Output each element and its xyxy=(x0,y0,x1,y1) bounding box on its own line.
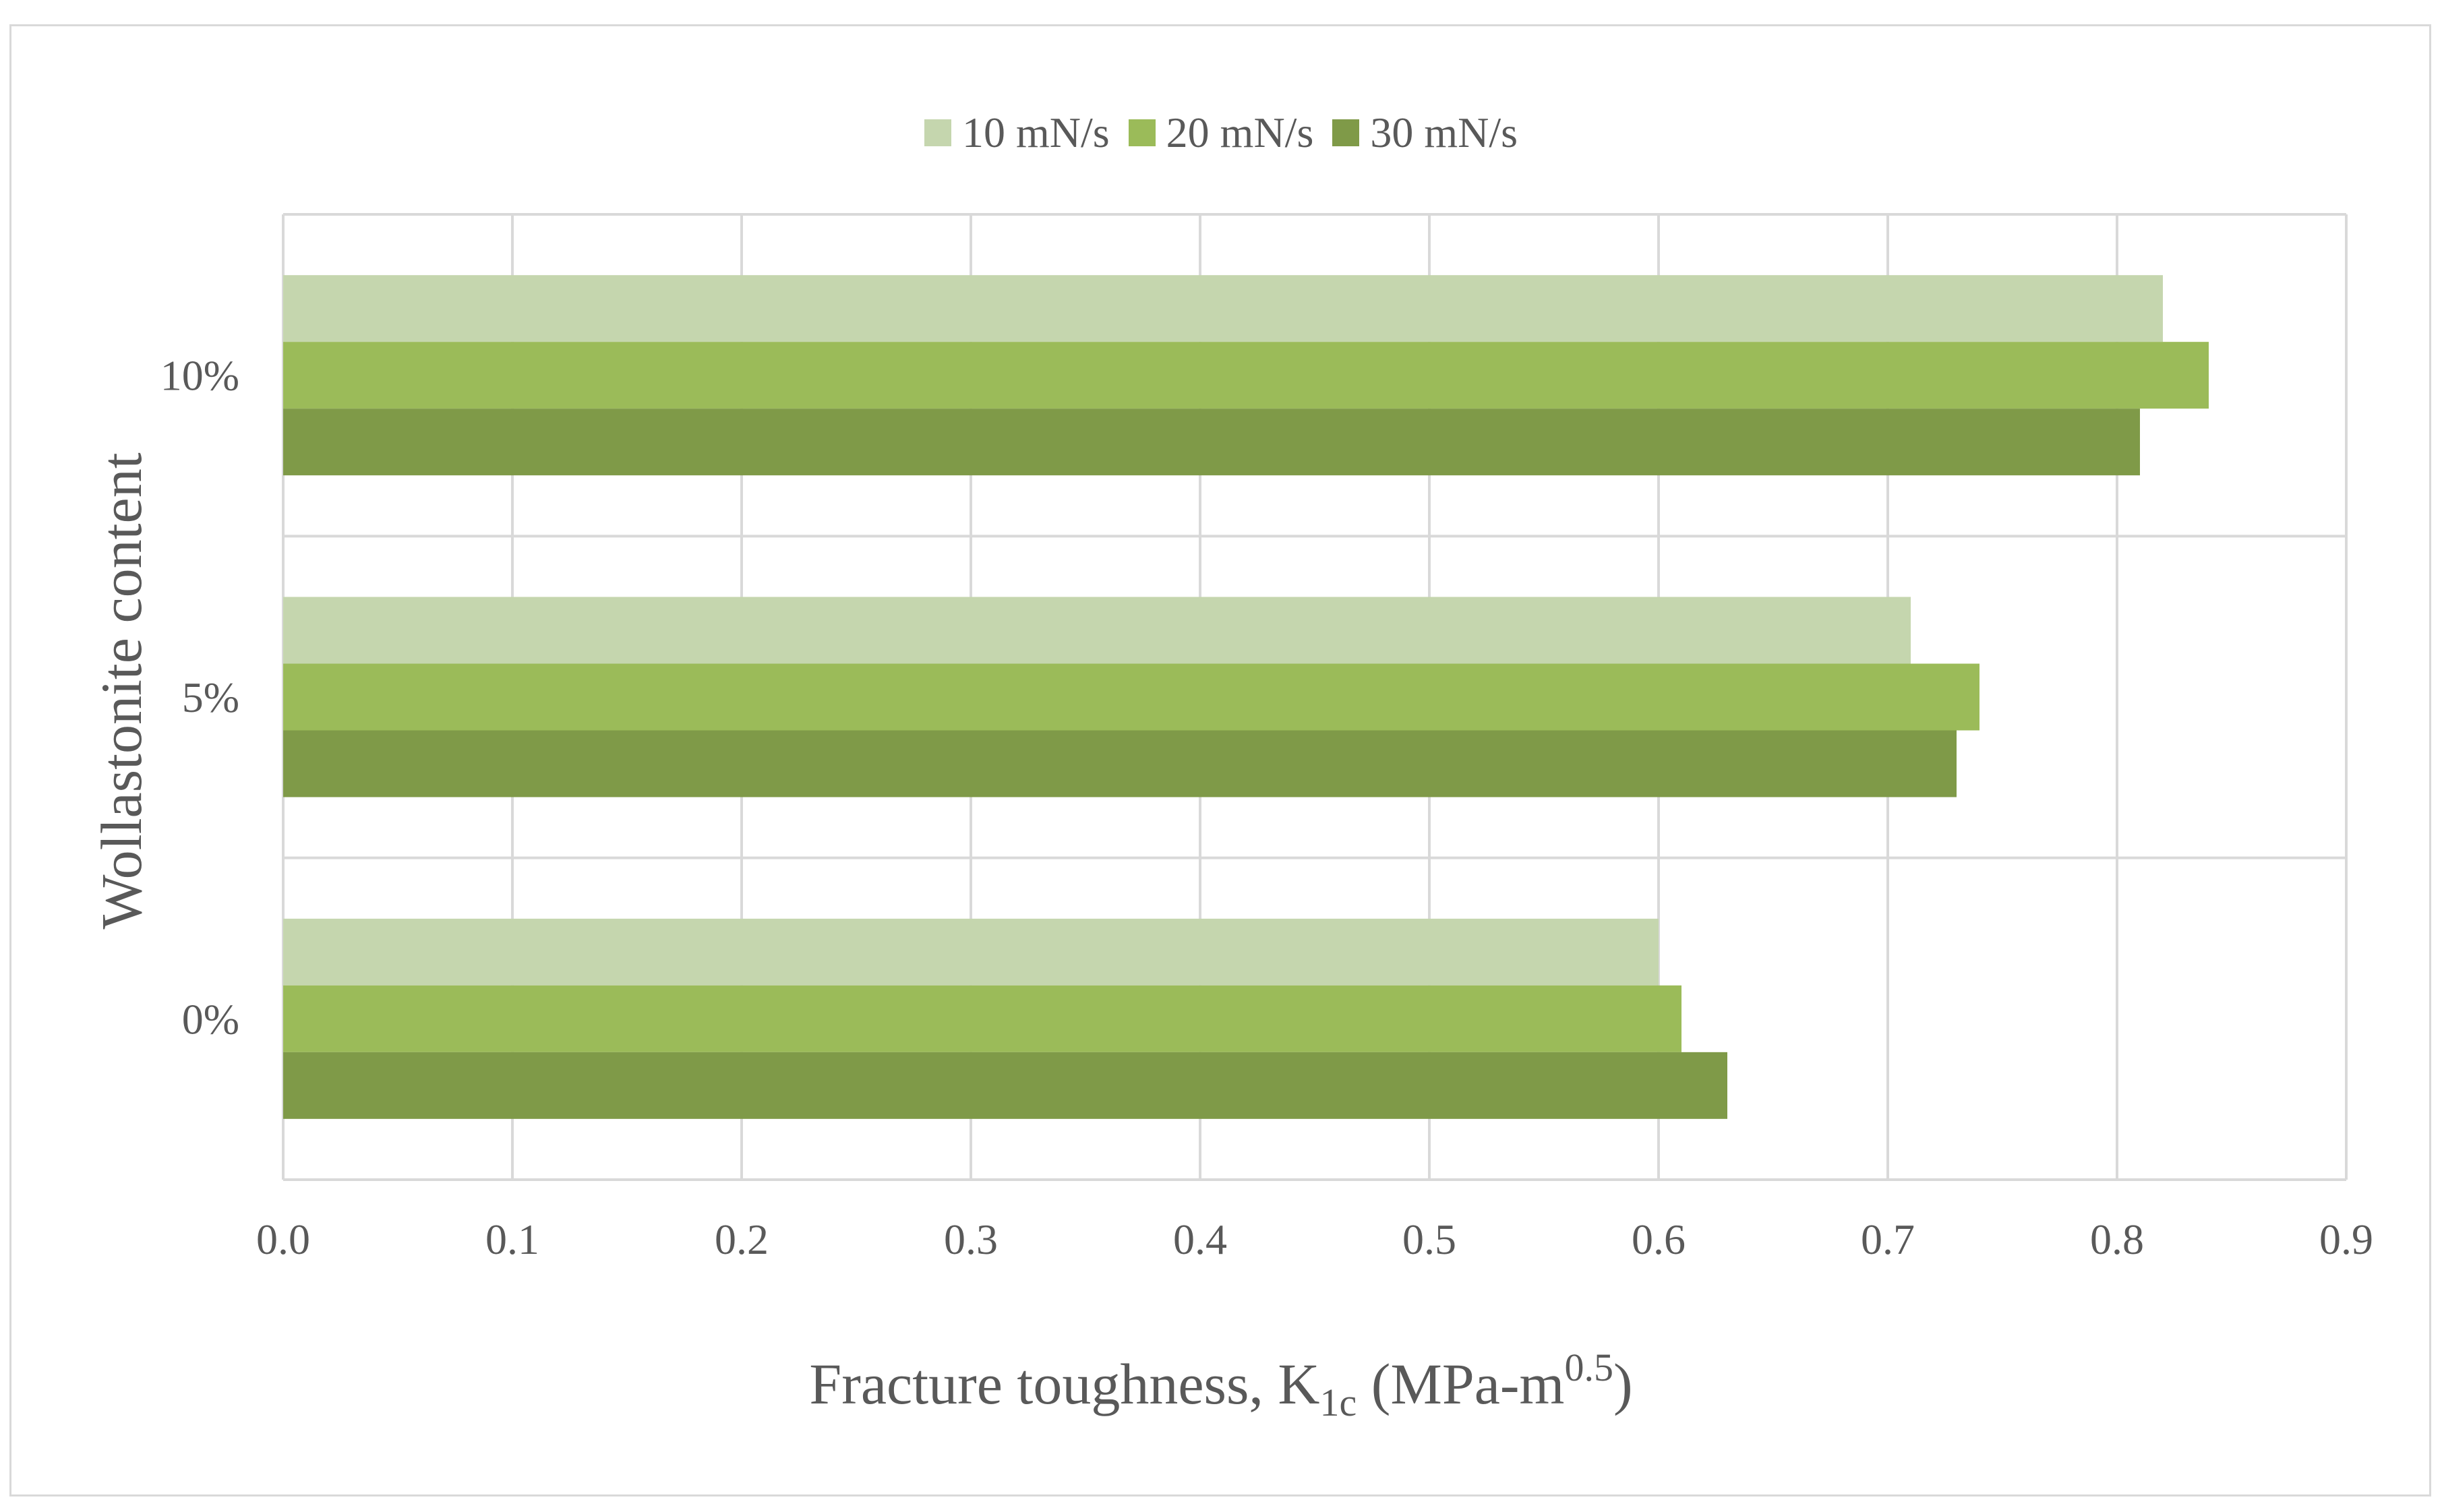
x-tick-label: 0.6 xyxy=(1632,1215,1686,1263)
x-tick-label: 0.8 xyxy=(2090,1215,2144,1263)
legend-swatch-10mns xyxy=(924,119,951,146)
x-axis-title-sup: 0.5 xyxy=(1564,1345,1613,1389)
legend-label-20mns: 20 mN/s xyxy=(1166,109,1314,156)
x-axis-title-prefix: Fracture toughness, K xyxy=(809,1352,1320,1416)
x-tick-label: 0.9 xyxy=(2319,1215,2373,1263)
legend: 10 mN/s 20 mN/s 30 mN/s xyxy=(0,108,2442,158)
bar xyxy=(283,663,1979,731)
tick-labels: 0.0 0.1 0.2 0.3 0.4 0.5 0.6 0.7 0.8 0.9 0% 5% 10% xyxy=(160,352,2373,1263)
y-tick-label: 5% xyxy=(182,673,239,721)
legend-label-30mns: 30 mN/s xyxy=(1370,109,1518,156)
y-tick-label: 10% xyxy=(160,352,239,400)
x-tick-label: 0.1 xyxy=(485,1215,539,1263)
bar xyxy=(283,342,2209,409)
bar xyxy=(283,918,1659,986)
bar xyxy=(283,275,2163,342)
x-axis-title: Fracture toughness, K1c (MPa-m0.5) xyxy=(0,1345,2442,1425)
legend-item-20mns: 20 mN/s xyxy=(1128,108,1314,158)
legend-swatch-30mns xyxy=(1332,119,1360,146)
legend-item-10mns: 10 mN/s xyxy=(924,108,1110,158)
x-tick-label: 0.7 xyxy=(1861,1215,1915,1263)
bar xyxy=(283,730,1957,797)
y-axis-title: Wollastonite content xyxy=(89,452,154,930)
x-tick-label: 0.5 xyxy=(1402,1215,1456,1263)
legend-item-30mns: 30 mN/s xyxy=(1332,108,1518,158)
x-tick-label: 0.3 xyxy=(944,1215,998,1263)
bar xyxy=(283,597,1911,664)
legend-swatch-20mns xyxy=(1128,119,1156,146)
legend-label-10mns: 10 mN/s xyxy=(961,109,1110,156)
bar xyxy=(283,409,2140,476)
x-tick-label: 0.2 xyxy=(715,1215,769,1263)
x-axis-title-sub: 1c xyxy=(1319,1381,1357,1424)
bar xyxy=(283,985,1681,1052)
y-tick-label: 0% xyxy=(182,995,239,1043)
x-tick-label: 0.0 xyxy=(256,1215,310,1263)
bar xyxy=(283,1052,1727,1119)
x-axis-title-middle: (MPa-m xyxy=(1357,1352,1565,1416)
x-tick-label: 0.4 xyxy=(1173,1215,1227,1263)
x-axis-title-suffix: ) xyxy=(1613,1352,1633,1416)
bars xyxy=(283,275,2209,1119)
